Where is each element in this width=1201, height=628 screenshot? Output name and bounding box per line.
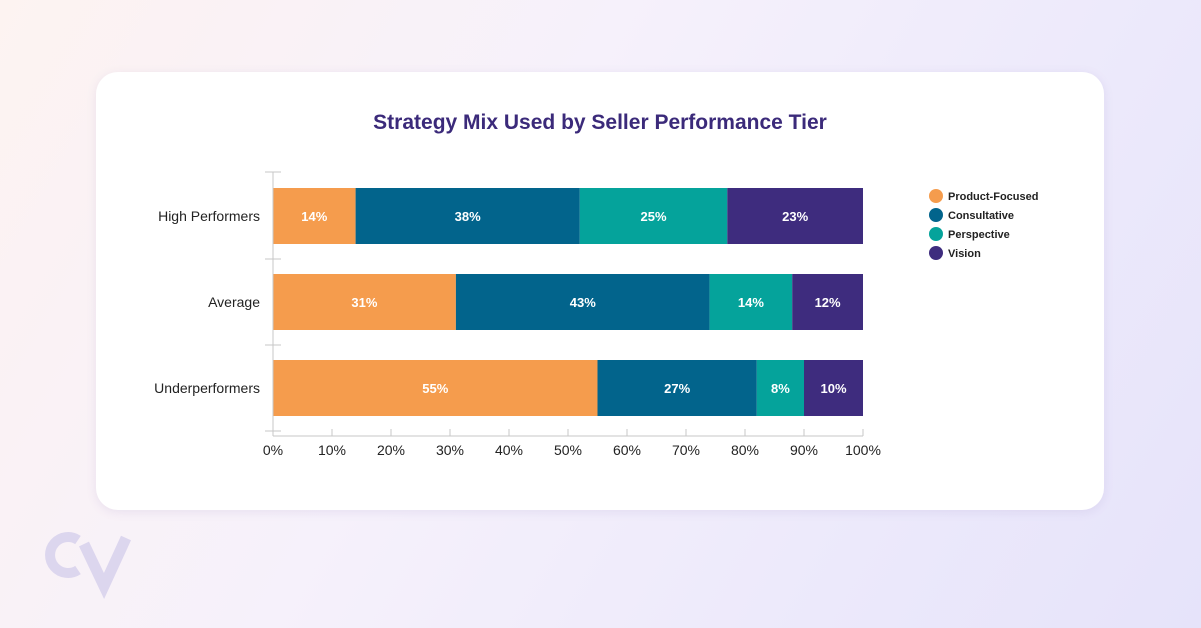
data-label: 31% bbox=[351, 295, 377, 310]
x-tick-label: 30% bbox=[436, 442, 464, 458]
category-label: Average bbox=[208, 294, 260, 310]
x-tick-label: 20% bbox=[377, 442, 405, 458]
legend: Product-Focused Consultative Perspective Vi… bbox=[929, 189, 1038, 260]
axis-layer: 0% 10% 20% 30% 40% 50% 60% 70% 80% 90% 100% bbox=[263, 171, 881, 458]
data-label: 43% bbox=[570, 295, 596, 310]
category-label: High Performers bbox=[158, 208, 260, 224]
legend-swatch bbox=[929, 189, 943, 203]
bars-layer: 14% 38% 25% 23% High Performers 31% 43% 14% 12% A… bbox=[154, 188, 863, 416]
x-tick-label: 0% bbox=[263, 442, 283, 458]
chart-card: Strategy Mix Used by Seller Performance … bbox=[96, 72, 1104, 510]
stacked-bar-chart: Strategy Mix Used by Seller Performance … bbox=[154, 111, 1038, 458]
x-tick-label: 40% bbox=[495, 442, 523, 458]
data-label: 14% bbox=[738, 295, 764, 310]
logo-v-shape bbox=[79, 535, 131, 599]
data-label: 12% bbox=[815, 295, 841, 310]
legend-swatch bbox=[929, 227, 943, 241]
category-label: Underperformers bbox=[154, 380, 260, 396]
data-label: 8% bbox=[771, 381, 790, 396]
x-tick-label: 60% bbox=[613, 442, 641, 458]
legend-swatch bbox=[929, 208, 943, 222]
data-label: 38% bbox=[455, 209, 481, 224]
data-label: 23% bbox=[782, 209, 808, 224]
chart-title: Strategy Mix Used by Seller Performance … bbox=[373, 111, 827, 134]
bar-segment bbox=[756, 360, 804, 416]
legend-label: Vision bbox=[948, 248, 981, 260]
bar-segment bbox=[597, 360, 757, 416]
data-label: 10% bbox=[820, 381, 846, 396]
x-tick-label: 80% bbox=[731, 442, 759, 458]
x-tick-label: 90% bbox=[790, 442, 818, 458]
data-label: 25% bbox=[641, 209, 667, 224]
legend-label: Consultative bbox=[948, 210, 1014, 222]
legend-swatch bbox=[929, 246, 943, 260]
logo-c-shape bbox=[45, 532, 81, 578]
bar-segment bbox=[455, 274, 710, 330]
data-label: 14% bbox=[301, 209, 327, 224]
x-tick-label: 100% bbox=[845, 442, 881, 458]
x-tick-label: 50% bbox=[554, 442, 582, 458]
bar-segment bbox=[792, 274, 863, 330]
legend-label: Perspective bbox=[948, 229, 1010, 241]
bar-segment bbox=[355, 188, 580, 244]
cv-logo-icon bbox=[45, 532, 131, 599]
bar-segment bbox=[273, 274, 456, 330]
bar-segment bbox=[273, 360, 598, 416]
x-tick-label: 10% bbox=[318, 442, 346, 458]
legend-label: Product-Focused bbox=[948, 191, 1038, 203]
x-tick-label: 70% bbox=[672, 442, 700, 458]
data-label: 27% bbox=[664, 381, 690, 396]
bar-segment bbox=[273, 188, 356, 244]
bar-segment bbox=[709, 274, 793, 330]
bar-segment bbox=[804, 360, 863, 416]
bar-segment bbox=[579, 188, 728, 244]
data-label: 55% bbox=[422, 381, 448, 396]
bar-segment bbox=[727, 188, 863, 244]
